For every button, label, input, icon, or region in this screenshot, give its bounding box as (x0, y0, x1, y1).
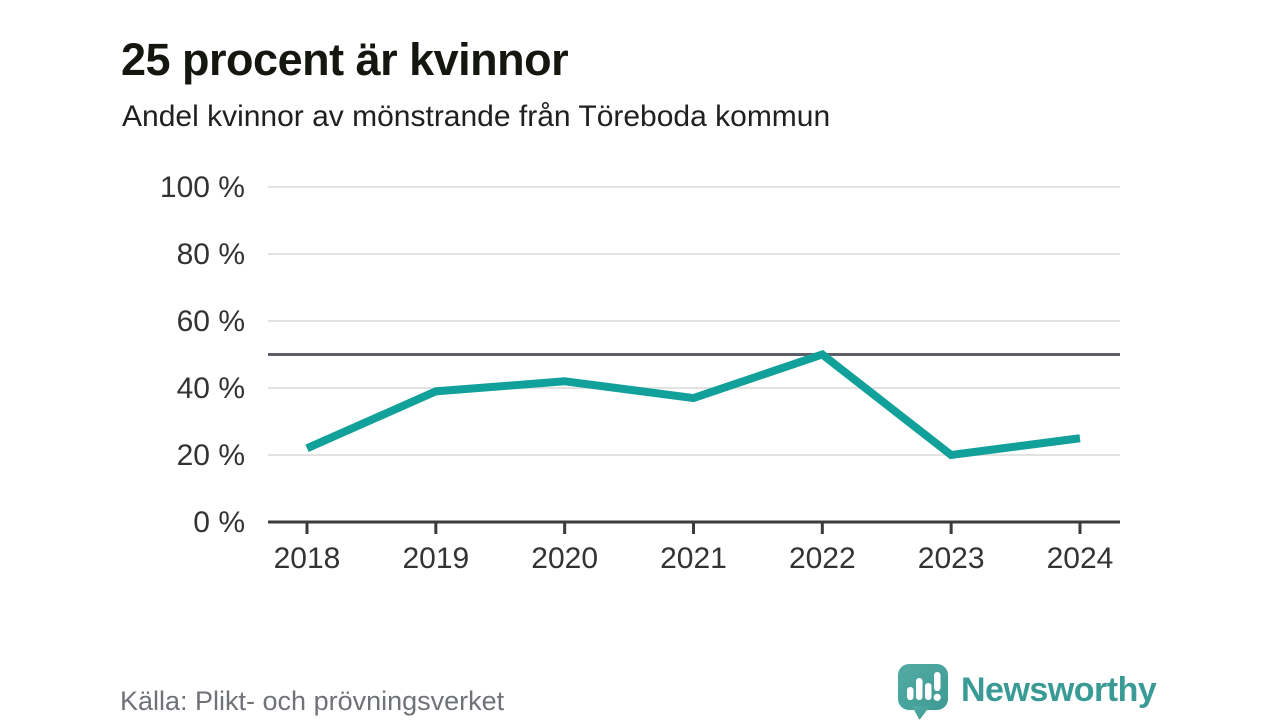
y-tick-label: 40 % (177, 372, 245, 405)
x-tick-label: 2019 (402, 542, 469, 575)
y-tick-label: 20 % (177, 439, 245, 472)
chart-subtitle: Andel kvinnor av mönstrande från Törebod… (122, 100, 831, 133)
y-tick-label: 100 % (160, 171, 245, 204)
x-tick-label: 2022 (789, 542, 856, 575)
x-tick-label: 2020 (531, 542, 598, 575)
data-line-andel-kvinnor (305, 350, 1081, 460)
newsworthy-logo: Newsworthy (895, 661, 1157, 720)
newsworthy-logo-icon (898, 664, 948, 720)
newsworthy-logo-text: Newsworthy (961, 671, 1157, 709)
y-tick-label: 0 % (193, 506, 245, 539)
x-tick-label: 2021 (660, 542, 727, 575)
source-note: Källa: Plikt- och prövningsverket (120, 686, 505, 716)
x-tick-label: 2023 (918, 542, 985, 575)
x-tick-label: 2018 (274, 542, 341, 575)
chart-title: 25 procent är kvinnor (121, 34, 569, 86)
y-tick-label: 80 % (177, 238, 245, 271)
x-tick-label: 2024 (1047, 542, 1114, 575)
y-tick-label: 60 % (177, 305, 245, 338)
